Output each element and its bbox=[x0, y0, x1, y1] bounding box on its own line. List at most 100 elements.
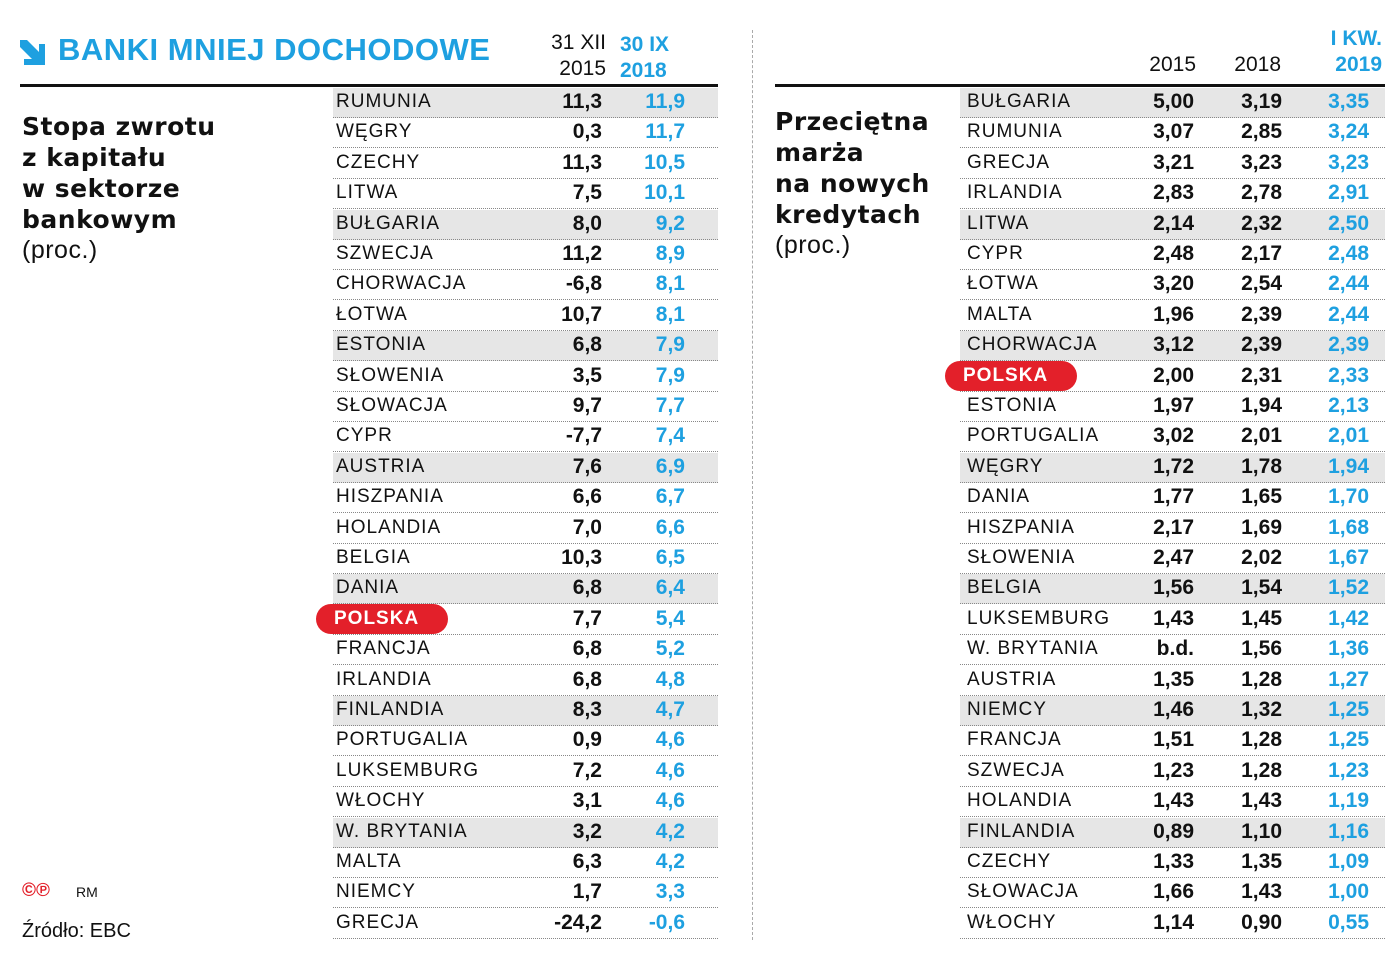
value-cell: 0,55 bbox=[1328, 910, 1369, 934]
value-cell: 2,44 bbox=[1328, 272, 1369, 296]
value-cell: 8,9 bbox=[655, 242, 685, 265]
value-cell: 1,72 bbox=[1153, 454, 1194, 478]
value-cell: 2,01 bbox=[1328, 424, 1369, 448]
country-name: SŁOWENIA bbox=[967, 547, 1076, 568]
value-cell: 10,3 bbox=[561, 546, 602, 569]
value-cell: 2,54 bbox=[1241, 272, 1282, 296]
value-cell: 7,7 bbox=[655, 394, 685, 417]
value-cell: 3,24 bbox=[1328, 120, 1369, 144]
value-cell: 11,3 bbox=[562, 90, 602, 113]
value-cell: 1,67 bbox=[1328, 546, 1369, 569]
table-row: CHORWACJA 3,12 2,39 2,39 bbox=[960, 331, 1385, 362]
value-cell: 3,12 bbox=[1153, 333, 1194, 357]
country-name: ŁOTWA bbox=[967, 273, 1039, 295]
value-cell: 1,35 bbox=[1241, 850, 1282, 873]
value-cell: 2,47 bbox=[1153, 546, 1194, 569]
value-cell: 1,78 bbox=[1241, 454, 1282, 478]
country-name: CYPR bbox=[336, 425, 393, 447]
table-row: BELGIA 10,3 6,5 bbox=[333, 544, 718, 574]
country-name: PORTUGALIA bbox=[336, 729, 469, 751]
value-cell: 1,33 bbox=[1153, 850, 1194, 873]
value-cell: 1,35 bbox=[1153, 667, 1194, 691]
country-name: FRANCJA bbox=[336, 638, 431, 660]
value-cell: 3,19 bbox=[1241, 90, 1282, 113]
table-row: SŁOWENIA 3,5 7,9 bbox=[333, 362, 718, 392]
value-cell: 1,51 bbox=[1153, 728, 1194, 752]
value-cell: 6,8 bbox=[572, 576, 602, 600]
value-cell: 2,39 bbox=[1328, 333, 1369, 357]
value-cell: 4,2 bbox=[655, 850, 685, 873]
value-cell: 6,4 bbox=[655, 576, 685, 600]
country-name: HOLANDIA bbox=[336, 516, 442, 538]
value-cell: 1,43 bbox=[1153, 789, 1194, 813]
table-row: POLSKA 2,00 2,31 2,33 bbox=[945, 360, 1385, 392]
country-name: IRLANDIA bbox=[336, 668, 432, 690]
highlight-country-badge: POLSKA bbox=[316, 603, 448, 634]
value-cell: 7,2 bbox=[572, 758, 602, 782]
value-cell: 2,02 bbox=[1241, 546, 1282, 569]
value-cell: 3,02 bbox=[1153, 424, 1194, 448]
value-cell: 0,90 bbox=[1241, 910, 1282, 934]
value-cell: 8,1 bbox=[655, 272, 685, 296]
table-row: SŁOWACJA 9,7 7,7 bbox=[333, 392, 718, 422]
table-row: HOLANDIA 1,43 1,43 1,19 bbox=[960, 787, 1385, 818]
country-name: FRANCJA bbox=[967, 729, 1062, 751]
value-cell: 3,23 bbox=[1328, 150, 1369, 174]
country-name: AUSTRIA bbox=[967, 668, 1057, 690]
value-cell: 4,8 bbox=[655, 667, 685, 691]
value-cell: 4,7 bbox=[655, 698, 685, 721]
value-cell: 2,31 bbox=[1241, 363, 1282, 387]
table-row: WŁOCHY 1,14 0,90 0,55 bbox=[960, 909, 1385, 939]
value-cell: 8,0 bbox=[572, 211, 602, 235]
table-row: HOLANDIA 7,0 6,6 bbox=[333, 514, 718, 544]
value-cell: 6,9 bbox=[655, 454, 685, 478]
value-cell: 2,33 bbox=[1328, 363, 1369, 387]
table-row: SŁOWENIA 2,47 2,02 1,67 bbox=[960, 544, 1385, 574]
value-cell: 4,2 bbox=[655, 819, 685, 843]
value-cell: 3,21 bbox=[1153, 150, 1194, 174]
value-cell: 2,44 bbox=[1328, 302, 1369, 326]
value-cell: 1,28 bbox=[1241, 758, 1282, 782]
country-name: CZECHY bbox=[967, 851, 1052, 872]
country-name: SZWECJA bbox=[336, 243, 434, 264]
table-row: RUMUNIA 3,07 2,85 3,24 bbox=[960, 118, 1385, 149]
highlight-country-badge: POLSKA bbox=[945, 360, 1077, 391]
value-cell: 3,20 bbox=[1153, 272, 1194, 296]
country-name: BELGIA bbox=[967, 577, 1042, 599]
table-row: WĘGRY 0,3 11,7 bbox=[333, 118, 718, 149]
value-cell: 2,48 bbox=[1328, 242, 1369, 265]
value-cell: 6,7 bbox=[655, 485, 685, 509]
value-cell: 1,70 bbox=[1328, 485, 1369, 509]
country-name: LITWA bbox=[336, 182, 399, 204]
value-cell: 1,00 bbox=[1328, 880, 1369, 904]
table-row: WĘGRY 1,72 1,78 1,94 bbox=[960, 452, 1385, 483]
country-name: WŁOCHY bbox=[967, 911, 1057, 933]
value-cell: -0,6 bbox=[648, 910, 685, 934]
country-name: HOLANDIA bbox=[967, 790, 1073, 812]
country-name: NIEMCY bbox=[336, 881, 416, 903]
value-cell: 1,25 bbox=[1328, 698, 1369, 721]
country-name: MALTA bbox=[967, 303, 1033, 325]
table-row: GRECJA 3,21 3,23 3,23 bbox=[960, 149, 1385, 179]
table-row: BELGIA 1,56 1,54 1,52 bbox=[960, 574, 1385, 605]
table-row: DANIA 6,8 6,4 bbox=[333, 574, 718, 605]
value-cell: b.d. bbox=[1156, 637, 1194, 661]
country-name: ESTONIA bbox=[967, 395, 1058, 416]
value-cell: 6,6 bbox=[572, 485, 602, 509]
country-name: WŁOCHY bbox=[336, 790, 426, 812]
table-row: W. BRYTANIA 3,2 4,2 bbox=[333, 817, 718, 848]
right-header-rule bbox=[775, 84, 1385, 87]
table-row: LUKSEMBURG 7,2 4,6 bbox=[333, 757, 718, 787]
table-row: AUSTRIA 7,6 6,9 bbox=[333, 452, 718, 483]
value-cell: 10,1 bbox=[644, 181, 685, 205]
left-subtitle: Stopa zwrotu z kapitału w sektorze bankowym… bbox=[22, 112, 216, 264]
value-cell: 1,14 bbox=[1153, 910, 1194, 934]
table-row: AUSTRIA 1,35 1,28 1,27 bbox=[960, 666, 1385, 696]
value-cell: 1,56 bbox=[1241, 637, 1282, 661]
value-cell: 7,4 bbox=[655, 424, 685, 448]
table-row: CHORWACJA -6,8 8,1 bbox=[333, 270, 718, 301]
value-cell: 1,19 bbox=[1328, 789, 1369, 813]
country-name: CZECHY bbox=[336, 151, 421, 173]
table-row: MALTA 1,96 2,39 2,44 bbox=[960, 301, 1385, 331]
country-name: RUMUNIA bbox=[336, 91, 432, 112]
